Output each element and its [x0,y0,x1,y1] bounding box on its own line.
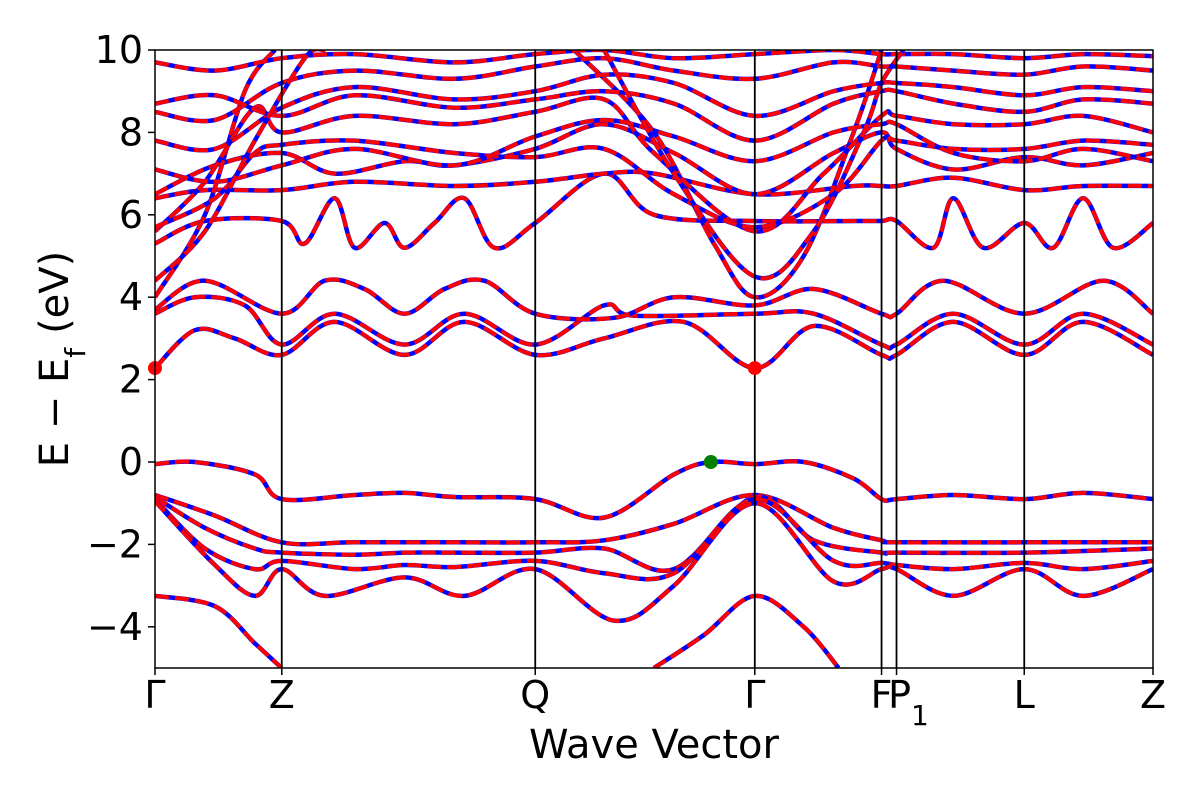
band-dashed-conduction-4 [155,171,1153,251]
high-symmetry-lines [280,50,1026,668]
x-tick-label: Q [520,673,550,717]
y-axis-label: E − Ef (eV) [32,251,92,468]
x-axis-ticks: Γ Z Q Γ FP1 L Z [144,668,1166,732]
y-axis-label-main: E − E [32,358,78,468]
band-dashed-valence-5 [155,499,1153,623]
x-axis-label: Wave Vector [529,722,780,768]
band-solid-conduction-9 [155,95,1153,234]
x-tick-label: F [871,673,893,717]
x-tick-label-main: Q [520,673,550,717]
marker-cbm [747,361,762,376]
band-solid-conduction-11 [155,72,1153,153]
band-dashed-conduction-15 [155,117,1153,184]
x-tick-label: Γ [144,673,165,717]
x-tick-label-main: L [1014,673,1035,717]
y-axis-label-unit: (eV) [32,251,78,334]
band-dashed-valence-6 [155,593,284,668]
x-tick-label: L [1014,673,1035,717]
band-dashed-conduction-12 [155,56,1153,124]
plot-frame [154,49,1154,669]
band-dashed-conduction-13 [155,50,1153,73]
band-solid-valence-3 [155,494,1153,573]
bands-layer [155,50,1153,668]
band-dashed-valence-2 [155,492,1153,547]
y-tick-label: −2 [87,522,143,566]
y-tick-label: 2 [119,358,143,402]
y-tick-label: 4 [119,275,143,319]
band-dashed-conduction-5 [155,169,1153,201]
x-tick-label-main: F [871,673,893,717]
band-solid-valence-2 [155,492,1153,547]
y-tick-label: 6 [119,193,143,237]
y-axis-ticks: −4 −2 0 2 4 6 8 10 [87,28,155,649]
extrema-markers [148,361,762,469]
x-tick-label: Z [1140,673,1166,717]
x-tick-label-main: Z [269,673,295,717]
x-tick-label: P1 [888,673,929,732]
band-dashed-conduction-10 [155,134,1153,230]
x-tick-label-main: Γ [744,673,765,717]
y-tick-label: 10 [95,28,143,72]
band-solid-conduction-5 [155,169,1153,201]
band-dashed-conduction-17 [602,50,906,281]
band-dashed-conduction-6 [155,122,1153,197]
band-dashed-valence-3 [155,494,1153,573]
x-tick-label-main: Z [1140,673,1166,717]
band-dashed-valence-1 [155,459,1153,521]
x-tick-label-main: Γ [144,673,165,717]
band-dashed-conduction-16 [155,50,326,283]
band-dashed-conduction-9 [155,95,1153,234]
y-tick-label: 0 [119,440,143,484]
band-dashed-conduction-1 [155,319,1153,371]
x-tick-label-subscript: 1 [911,699,929,732]
band-dashed-conduction-14 [155,87,1153,143]
x-tick-label: Z [269,673,295,717]
y-tick-label: −4 [87,605,143,649]
y-tick-label: 8 [119,110,143,154]
band-dashed-valence-7 [652,593,841,668]
x-tick-label: Γ [744,673,765,717]
band-dashed-conduction-3 [155,277,1153,322]
x-tick-label-main: P [888,673,911,717]
marker-vbm [703,455,718,469]
y-axis-label-subscript: f [59,347,92,358]
